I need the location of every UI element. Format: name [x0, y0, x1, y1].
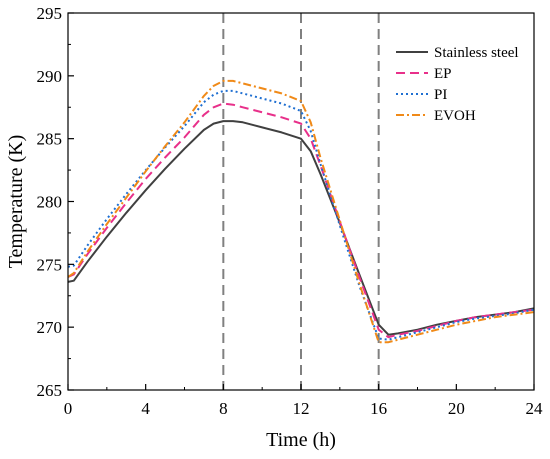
x-tick-label: 20: [448, 399, 465, 418]
series-lines: [67, 79, 535, 344]
x-tick-label: 8: [219, 399, 228, 418]
x-tick-label: 12: [293, 399, 310, 418]
x-axis-title: Time (h): [266, 429, 336, 451]
y-tick-label: 280: [37, 193, 63, 212]
y-tick-label: 265: [37, 381, 63, 400]
reference-lines: [222, 13, 380, 390]
series-line-3: [67, 79, 535, 344]
y-tick-label: 275: [37, 255, 63, 274]
legend-label-1: EP: [434, 66, 452, 82]
y-tick-label: 285: [37, 130, 63, 149]
x-tick-label: 16: [370, 399, 387, 418]
x-tick-label: 24: [526, 399, 544, 418]
legend-label-0: Stainless steel: [434, 45, 519, 61]
x-axis: 0 4 8 12 16 20 24: [64, 384, 543, 418]
series-line-2: [67, 89, 535, 341]
legend-label-3: EVOH: [434, 108, 476, 124]
y-tick-label: 295: [37, 4, 63, 23]
y-axis-title: Temperature (K): [5, 135, 27, 269]
y-tick-label: 290: [37, 67, 63, 86]
series-line-1: [67, 102, 535, 339]
legend: Stainless steel EP PI EVOH: [396, 45, 519, 124]
y-tick-label: 270: [37, 318, 63, 337]
y-axis: 265 270 275 280 285 290 295: [37, 4, 74, 400]
legend-label-2: PI: [434, 87, 447, 103]
x-tick-label: 4: [141, 399, 150, 418]
series-line-0: [67, 120, 535, 336]
x-tick-label: 0: [64, 399, 73, 418]
